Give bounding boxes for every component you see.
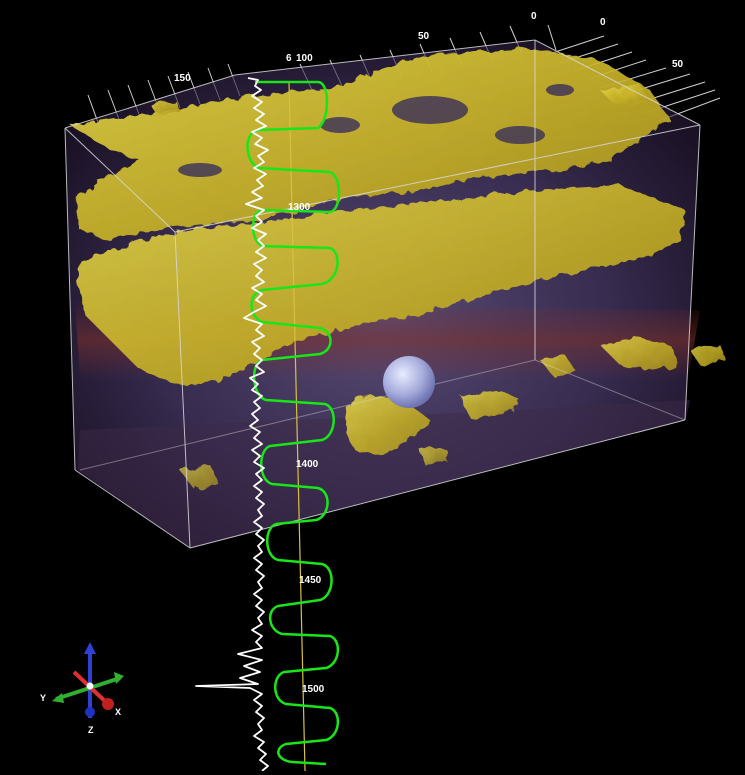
isosurface-horizon (70, 48, 725, 490)
orientation-y-label: Y (40, 693, 47, 703)
depth-label-1400: 1400 (296, 459, 319, 470)
orientation-z-label: Z (88, 725, 94, 735)
surface-holes (178, 84, 574, 177)
marker-sphere[interactable] (383, 356, 435, 408)
axis-label-0-b: 0 (600, 17, 606, 28)
axis-label-6: 6 (286, 53, 292, 64)
axis-label-50-a: 50 (418, 31, 430, 42)
depth-label-1300: 1300 (288, 202, 311, 213)
synthetic-seismogram-curve (246, 80, 341, 766)
well-trajectory[interactable] (288, 81, 306, 772)
orientation-axes-widget[interactable] (52, 642, 124, 718)
axis-label-150: 150 (174, 73, 191, 84)
axis-label-50-b: 50 (672, 59, 684, 70)
depth-label-1450: 1450 (299, 575, 322, 586)
depth-label-1500: 1500 (302, 684, 325, 695)
gamma-log-curve (195, 77, 269, 772)
orientation-x-label: X (115, 707, 122, 717)
axis-label-0-a: 0 (531, 11, 537, 22)
axis-label-100: 100 (296, 53, 313, 64)
